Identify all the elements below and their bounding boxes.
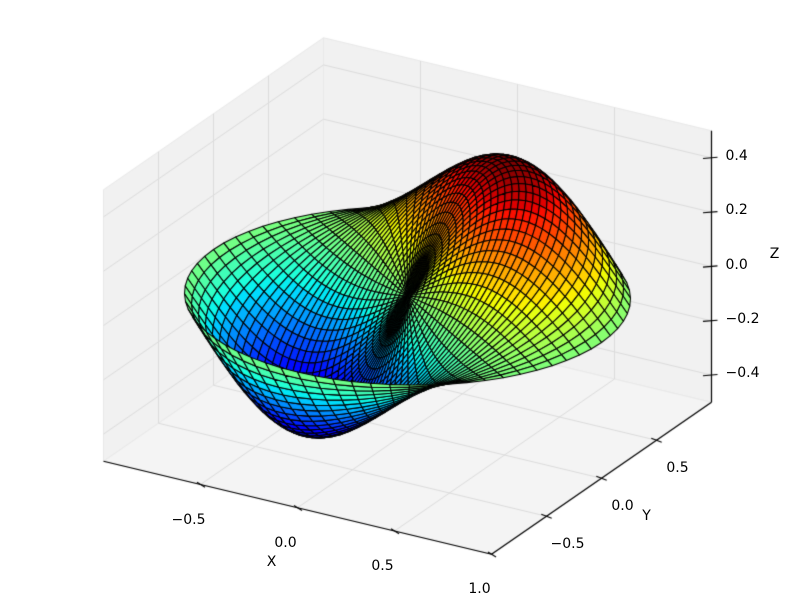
z-tick-label: −0.2: [725, 310, 760, 327]
x-axis-label: X: [266, 553, 277, 570]
x-tick-label: 1.0: [468, 581, 491, 598]
z-tick-label: 0.2: [725, 202, 748, 219]
y-tick-label: 0.5: [666, 460, 689, 477]
z-tick-label: 0.4: [725, 147, 748, 164]
z-tick-label: −0.4: [725, 365, 760, 382]
y-tick-label: −0.5: [550, 536, 585, 553]
x-tick-label: −0.5: [171, 511, 206, 528]
z-tick-label: 0.0: [725, 256, 748, 273]
z-axis-label: Z: [769, 245, 780, 262]
y-axis-label: Y: [642, 508, 651, 525]
x-tick-label: 0.0: [274, 534, 297, 551]
y-tick-label: 0.0: [611, 498, 634, 515]
x-tick-label: 0.5: [371, 558, 394, 574]
